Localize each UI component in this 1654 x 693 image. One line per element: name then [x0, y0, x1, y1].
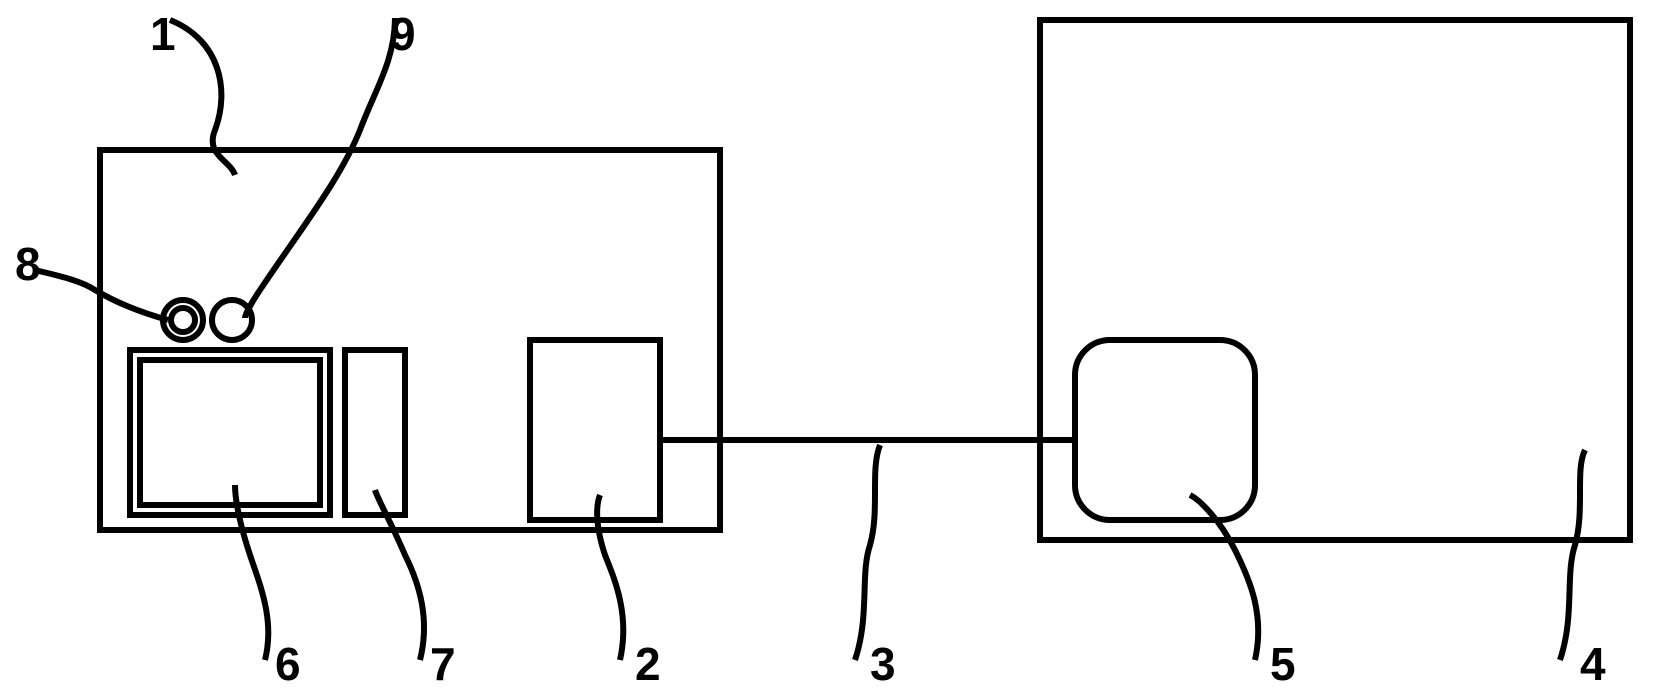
- label-3: 3: [870, 638, 896, 690]
- leader-9: [245, 18, 395, 318]
- label-8: 8: [15, 238, 41, 290]
- part-6-inner: [140, 360, 320, 505]
- leader-6: [235, 485, 268, 660]
- part-2: [530, 340, 660, 520]
- part-9: [212, 300, 252, 340]
- label-1: 1: [150, 8, 176, 60]
- label-2: 2: [635, 638, 661, 690]
- label-6: 6: [275, 638, 301, 690]
- label-5: 5: [1270, 638, 1296, 690]
- leader-3: [855, 445, 880, 660]
- leader-4: [1560, 450, 1585, 660]
- label-4: 4: [1580, 638, 1606, 690]
- part-6-outer: [130, 350, 330, 515]
- right-box: [1040, 20, 1630, 540]
- label-9: 9: [390, 8, 416, 60]
- part-5: [1075, 340, 1255, 520]
- label-7: 7: [430, 638, 456, 690]
- diagram-canvas: 1 9 8 6 7 2 3 5 4: [0, 0, 1654, 693]
- part-8-inner: [171, 308, 195, 332]
